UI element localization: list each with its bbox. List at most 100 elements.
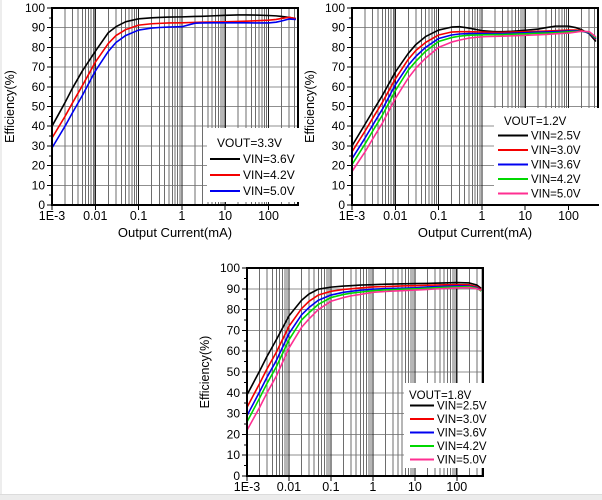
x-tick-label: 10 (218, 209, 232, 223)
series-curves (52, 14, 297, 149)
y-tick-label: 50 (332, 100, 346, 114)
y-tick-label: 40 (227, 386, 241, 400)
y-tick-label: 100 (220, 261, 240, 275)
x-tick-label: 100 (446, 480, 467, 494)
x-tick-label: 1E-3 (234, 480, 260, 494)
y-tick-label: 40 (332, 119, 346, 133)
x-tick-label: 0.1 (130, 209, 147, 223)
legend-entry-label: VIN=4.2V (531, 174, 581, 186)
y-tick-label: 70 (332, 60, 346, 74)
x-tick-label: 10 (408, 480, 422, 494)
y-tick-label: 10 (332, 178, 346, 192)
y-tick-label: 10 (227, 448, 241, 462)
legend-title: VOUT=1.8V (409, 390, 472, 402)
y-tick-label: 40 (32, 119, 46, 133)
y-tick-label: 30 (32, 139, 46, 153)
x-tick-label: 10 (518, 209, 532, 223)
x-tick-label: 1 (478, 209, 485, 223)
curve-vin-3.6v (247, 285, 482, 417)
y-tick-label: 90 (332, 21, 346, 35)
y-tick-label: 0 (38, 198, 45, 212)
legend-title: VOUT=3.3V (217, 136, 282, 150)
x-tick-label: 1 (369, 480, 376, 494)
y-tick-label: 70 (32, 60, 46, 74)
curve-vin-3.0v (352, 29, 597, 153)
x-axis-title: Output Current(mA) (118, 225, 232, 240)
curve-vin-5.0v (52, 18, 296, 149)
x-tick-label: 0.01 (383, 209, 407, 223)
y-tick-label: 30 (332, 139, 346, 153)
tick-labels: 0 10 20 30 40 50 60 70 80 90 100 1E-3 0.01 0.1 1 10 100 (220, 261, 467, 494)
tick-labels: 0 10 20 30 40 50 60 70 80 90 100 1E-3 0.01 0.1 1 10 100 (25, 1, 279, 223)
legend-entry-label: VIN=2.5V (437, 401, 487, 413)
x-tick-label: 100 (258, 209, 279, 223)
x-tick-label: 1E-3 (339, 209, 365, 223)
curve-vin-4.2v (352, 30, 597, 166)
y-tick-label: 60 (227, 344, 241, 358)
legend-entry-label: VIN=3.0V (437, 414, 487, 426)
legend-entry-label: VIN=3.6V (531, 160, 581, 172)
plot-frame (246, 267, 484, 477)
y-tick-label: 50 (32, 100, 46, 114)
y-axis-title: Efficiency(%) (303, 70, 317, 143)
y-tick-label: 90 (227, 282, 241, 296)
y-tick-label: 30 (227, 407, 241, 421)
y-tick-label: 100 (25, 1, 45, 15)
legend-entry-label: VIN=3.6V (243, 152, 295, 166)
y-tick-label: 0 (338, 198, 345, 212)
legend-entry-label: VIN=5.0V (243, 184, 295, 198)
legend-entry-label: VIN=4.2V (437, 441, 487, 453)
y-tick-label: 20 (332, 159, 346, 173)
y-tick-label: 50 (227, 365, 241, 379)
curve-vin-5.0v (352, 30, 597, 172)
chart-vout-1v2: VOUT=1.2V VIN=2.5V VIN=3.0V VIN=3.6V VIN=4.2… (303, 1, 599, 240)
legend-entry-label: VIN=3.0V (531, 145, 581, 157)
legend-entry-label: VIN=5.0V (531, 189, 581, 201)
curve-vin-5.0v (247, 286, 482, 431)
y-tick-label: 60 (32, 80, 46, 94)
x-tick-label: 0.1 (430, 209, 447, 223)
chart-vout-3v3: VOUT=3.3V VIN=3.6V VIN=4.2V VIN=5.0V 0 10 20 30… (3, 1, 299, 240)
plot-frame (51, 7, 299, 206)
y-tick-label: 0 (233, 469, 240, 483)
curve-vin-2.5v (247, 281, 482, 396)
y-tick-label: 20 (32, 159, 46, 173)
y-tick-label: 80 (32, 40, 46, 54)
legend: VOUT=1.2V VIN=2.5V VIN=3.0V VIN=3.6V VIN=4.2… (494, 108, 599, 204)
y-tick-label: 60 (332, 80, 346, 94)
legend-entry-label: VIN=4.2V (243, 168, 295, 182)
legend-entry-label: VIN=3.6V (437, 428, 487, 440)
legend-entry-label: VIN=5.0V (437, 455, 487, 467)
x-tick-label: 100 (558, 209, 579, 223)
y-tick-label: 90 (32, 21, 46, 35)
x-tick-label: 0.01 (277, 480, 301, 494)
legend-title: VOUT=1.2V (504, 116, 567, 128)
plot-frame (351, 7, 599, 206)
y-tick-label: 20 (227, 427, 241, 441)
y-axis-title: Efficiency(%) (198, 336, 212, 409)
page-edge-left (0, 0, 2, 494)
y-tick-label: 100 (325, 1, 345, 15)
x-tick-label: 1 (178, 209, 185, 223)
page-edge-bottom (0, 494, 602, 500)
x-axis-title: Output Current(mA) (418, 225, 532, 240)
y-tick-label: 10 (32, 178, 46, 192)
x-tick-label: 0.01 (83, 209, 107, 223)
legend-entry-label: VIN=2.5V (531, 131, 581, 143)
series-curves (352, 25, 597, 172)
curve-vin-3.0v (247, 283, 482, 408)
y-tick-label: 70 (227, 323, 241, 337)
x-tick-label: 1E-3 (39, 209, 65, 223)
x-tick-label: 0.1 (322, 480, 339, 494)
y-axis-title: Efficiency(%) (3, 70, 17, 143)
y-tick-label: 80 (227, 303, 241, 317)
tick-labels: 0 10 20 30 40 50 60 70 80 90 100 1E-3 0.01 0.1 1 10 100 (325, 1, 579, 223)
curve-vin-4.2v (247, 285, 482, 423)
curve-vin-2.5v (352, 25, 597, 147)
y-tick-label: 80 (332, 40, 346, 54)
curve-vin-3.6v (52, 14, 297, 127)
curve-vin-4.2v (52, 16, 297, 139)
